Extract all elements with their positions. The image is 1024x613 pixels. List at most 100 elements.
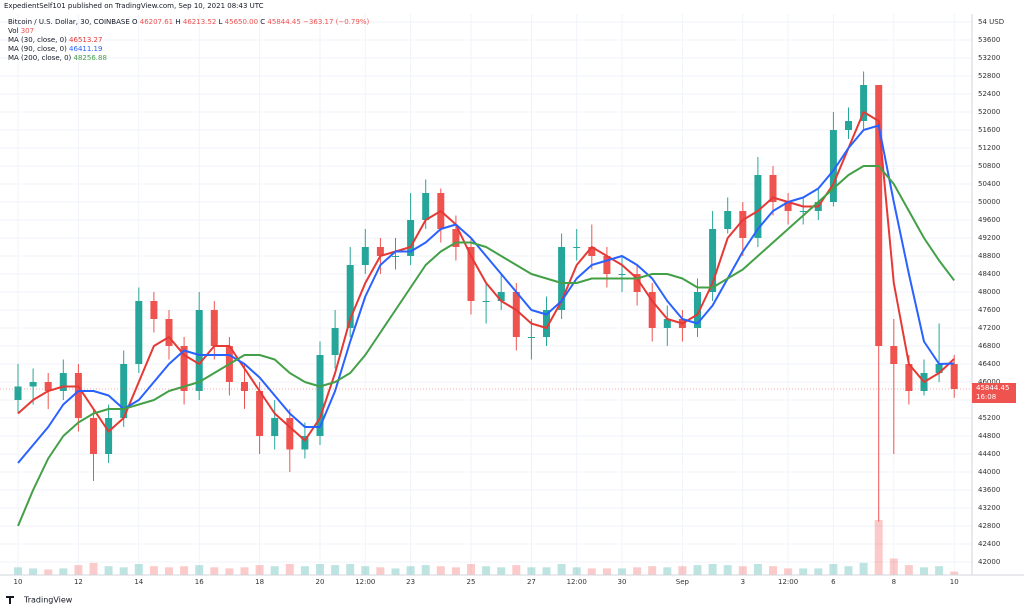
volume-bar <box>89 562 98 575</box>
legend-text: H <box>175 18 180 26</box>
y-tick-label: 50800 <box>978 162 1000 170</box>
candle-body <box>90 418 97 454</box>
candle-body <box>120 364 128 418</box>
candle-body <box>694 292 701 328</box>
publisher: ExpedientSelf101 published on TradingVie… <box>4 2 264 10</box>
candle-body <box>648 292 656 328</box>
y-tick-label: 54 USD <box>978 18 1004 26</box>
candle-body <box>29 382 37 387</box>
candle-body <box>392 256 399 257</box>
volume-bar <box>14 567 22 575</box>
candle-body <box>724 211 732 229</box>
volume-bar <box>346 564 355 575</box>
candle-body <box>905 364 913 391</box>
volume-bar <box>361 566 370 575</box>
y-tick-label: 49200 <box>978 234 1000 242</box>
candle-body <box>74 373 82 418</box>
y-tick-label: 53600 <box>978 36 1000 44</box>
candle-body <box>497 292 505 301</box>
candle-body <box>165 319 173 346</box>
candle-body <box>346 265 354 328</box>
y-tick-label: 48000 <box>978 288 1000 296</box>
y-tick-label: 45200 <box>978 414 1000 422</box>
price-badge <box>972 382 1016 403</box>
ma-line <box>17 111 955 442</box>
volume-bar <box>920 567 928 575</box>
y-tick-label: 52800 <box>978 72 1000 80</box>
volume-bar <box>29 568 38 575</box>
ma-line <box>17 165 955 527</box>
price-badge-label: 45844.45 <box>976 384 1009 392</box>
volume-bar <box>119 567 128 575</box>
candle-body <box>845 121 852 130</box>
candle-body <box>467 247 475 301</box>
countdown: 16:08 <box>976 393 996 401</box>
volume-bar <box>527 567 536 575</box>
candle-body <box>663 319 671 328</box>
y-tick-label: 44800 <box>978 432 1000 440</box>
volume-bar <box>300 566 309 575</box>
footer: TradingView <box>23 596 73 605</box>
y-tick-label: 44000 <box>978 468 1000 476</box>
x-tick-label: 18 <box>255 578 264 586</box>
candle-body <box>558 247 566 310</box>
legend-row: Vol 307 <box>8 27 34 35</box>
volume-bar <box>708 564 717 575</box>
volume-bar <box>270 566 279 575</box>
volume-bar <box>738 566 747 575</box>
y-tick-label: 47200 <box>978 324 1000 332</box>
legend-text: 46411.19 <box>69 45 102 53</box>
volume-bar <box>285 564 294 575</box>
volume-bar <box>859 562 868 575</box>
volume-bar <box>844 566 853 575</box>
candle-body <box>210 310 218 346</box>
candle-body <box>875 85 883 346</box>
y-tick-label: 46000 <box>978 378 1000 386</box>
y-tick-label: 51600 <box>978 126 1000 134</box>
y-tick-label: 42800 <box>978 522 1000 530</box>
legend-text: MA (200, close, 0) <box>8 54 72 62</box>
candle-body <box>482 301 490 302</box>
volume-bar <box>814 568 823 575</box>
legend-text: C <box>260 18 265 26</box>
candle-body <box>603 256 611 274</box>
ma-line <box>17 124 955 464</box>
x-tick-label: 23 <box>406 578 415 586</box>
candle-body <box>784 202 792 211</box>
volume-bar <box>693 565 702 575</box>
volume-bar <box>648 566 657 575</box>
volume-bar <box>195 565 204 575</box>
candle-body <box>150 301 158 319</box>
candle-body <box>316 355 324 436</box>
x-tick-label: 3 <box>741 578 745 586</box>
volume-bar <box>874 520 883 575</box>
legend-text: Vol <box>8 27 19 35</box>
candle-body <box>890 346 898 364</box>
legend-text: 46513.27 <box>69 36 102 44</box>
volume-bar <box>225 568 234 575</box>
x-tick-label: 27 <box>527 578 536 586</box>
candle-body <box>588 247 596 256</box>
x-tick-label: 12 <box>74 578 83 586</box>
x-tick-label: 10 <box>14 578 23 586</box>
y-tick-label: 43200 <box>978 504 1000 512</box>
volume-bar <box>210 567 219 575</box>
candle-body <box>241 382 248 391</box>
y-tick-label: 51200 <box>978 144 1000 152</box>
volume-bar <box>799 568 808 575</box>
candle-body <box>361 247 369 265</box>
volume-bar <box>889 558 898 575</box>
candle-body <box>935 364 943 373</box>
candle-body <box>633 274 641 292</box>
volume-bar <box>512 565 521 575</box>
y-tick-label: 43600 <box>978 486 1000 494</box>
volume-bar <box>316 564 324 575</box>
volume-bar <box>44 569 53 575</box>
x-tick-label: 10 <box>950 578 959 586</box>
y-tick-label: 42400 <box>978 540 1000 548</box>
volume-bar <box>618 568 626 575</box>
candle-body <box>829 130 837 202</box>
candle-body <box>135 301 143 364</box>
candle-body <box>44 382 52 391</box>
y-tick-label: 53200 <box>978 54 1000 62</box>
